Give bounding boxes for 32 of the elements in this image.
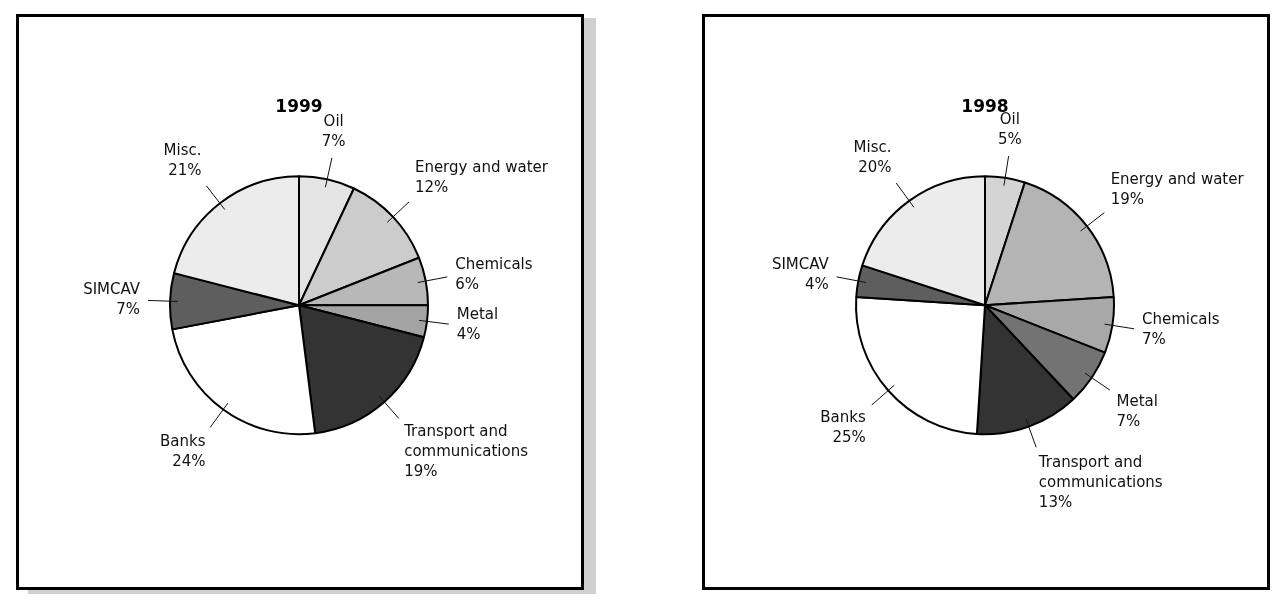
data-label: 20%: [858, 158, 892, 177]
slice-label: Misc.: [163, 141, 202, 160]
data-label: 19%: [404, 462, 438, 481]
slice-label: Misc.: [853, 138, 892, 157]
slice-label: Metal: [456, 305, 499, 324]
slice-label: Chemicals: [455, 255, 533, 274]
slice-label: Energy and water: [414, 158, 549, 177]
chart-title: 1999: [275, 95, 323, 116]
data-label: 25%: [832, 428, 866, 447]
slice-label: SIMCAV: [771, 255, 830, 274]
data-label: 19%: [1110, 189, 1144, 208]
slice-label: Energy and water: [1110, 169, 1245, 188]
data-label: 4%: [805, 275, 829, 294]
data-label: 7%: [116, 300, 141, 319]
data-label: 12%: [414, 178, 449, 197]
data-label: 24%: [172, 451, 206, 470]
slice-label: Metal: [1116, 392, 1158, 411]
data-label: 21%: [168, 161, 202, 180]
data-label: 5%: [997, 130, 1022, 149]
slice-label: Banks: [820, 408, 866, 427]
data-label: 4%: [456, 325, 481, 344]
data-label: 6%: [455, 275, 479, 294]
slice-label: SIMCAV: [83, 280, 141, 299]
data-label: 13%: [1038, 492, 1073, 511]
data-label: 7%: [1142, 329, 1166, 348]
slice-label: Transport and communications: [1037, 452, 1163, 491]
slice-label: Chemicals: [1142, 309, 1220, 328]
slice-label: Transport and communications: [403, 422, 529, 461]
data-label: 7%: [1116, 412, 1141, 431]
slice-label: Banks: [160, 431, 206, 450]
slice-label: Oil: [323, 111, 344, 130]
data-label: 7%: [321, 131, 346, 150]
